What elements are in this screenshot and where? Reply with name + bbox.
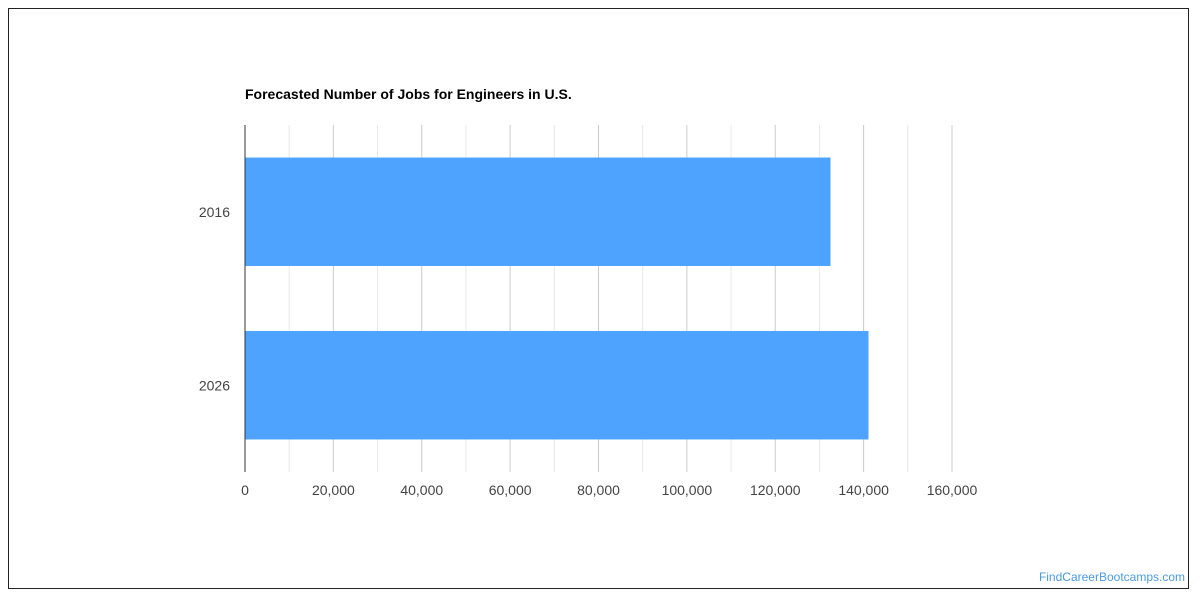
x-tick-label: 40,000 bbox=[400, 482, 443, 498]
category-label-2016: 2016 bbox=[199, 204, 230, 220]
x-tick-label: 80,000 bbox=[577, 482, 620, 498]
bar-2016 bbox=[245, 157, 831, 266]
labels: 2016 2026 0 20,000 40,000 60,000 80,000 100,000… bbox=[199, 204, 978, 498]
x-tick-label: 60,000 bbox=[489, 482, 532, 498]
x-tick-label: 160,000 bbox=[927, 482, 978, 498]
bars bbox=[245, 157, 869, 440]
bar-2026 bbox=[245, 331, 869, 440]
x-tick-label: 120,000 bbox=[750, 482, 801, 498]
watermark: FindCareerBootcamps.com bbox=[1038, 570, 1185, 584]
x-tick-label: 100,000 bbox=[662, 482, 713, 498]
x-tick-label: 140,000 bbox=[838, 482, 889, 498]
chart-title: Forecasted Number of Jobs for Engineers … bbox=[245, 86, 572, 102]
category-label-2026: 2026 bbox=[199, 377, 230, 393]
x-tick-label: 0 bbox=[241, 482, 249, 498]
x-tick-label: 20,000 bbox=[312, 482, 355, 498]
